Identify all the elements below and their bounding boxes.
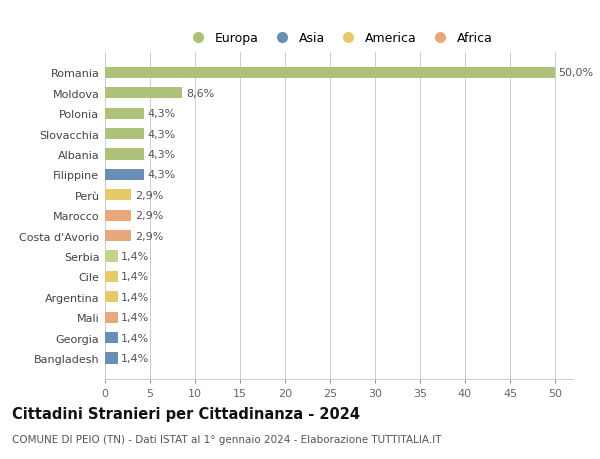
Bar (105, 108, 144, 119)
Bar (105, 88, 182, 99)
Text: 8,6%: 8,6% (186, 89, 214, 99)
Bar (105, 230, 131, 242)
Bar (105, 312, 118, 323)
Text: COMUNE DI PEIO (TN) - Dati ISTAT al 1° gennaio 2024 - Elaborazione TUTTITALIA.IT: COMUNE DI PEIO (TN) - Dati ISTAT al 1° g… (12, 434, 442, 444)
Text: 2,9%: 2,9% (134, 190, 163, 201)
Text: 4,3%: 4,3% (148, 170, 176, 180)
Text: 2,9%: 2,9% (134, 211, 163, 221)
Bar (105, 251, 118, 262)
Bar (105, 169, 144, 180)
Text: 2,9%: 2,9% (134, 231, 163, 241)
Text: 1,4%: 1,4% (121, 292, 149, 302)
Bar (105, 271, 118, 282)
Legend: Europa, Asia, America, Africa: Europa, Asia, America, Africa (182, 30, 496, 48)
Text: 1,4%: 1,4% (121, 333, 149, 343)
Bar (105, 67, 555, 79)
Bar (105, 149, 144, 160)
Bar (105, 210, 131, 221)
Text: 50,0%: 50,0% (559, 68, 594, 78)
Text: 1,4%: 1,4% (121, 353, 149, 363)
Text: 4,3%: 4,3% (148, 109, 176, 119)
Bar (105, 332, 118, 343)
Text: 4,3%: 4,3% (148, 129, 176, 139)
Bar (105, 190, 131, 201)
Text: 1,4%: 1,4% (121, 272, 149, 282)
Bar (105, 291, 118, 303)
Text: Cittadini Stranieri per Cittadinanza - 2024: Cittadini Stranieri per Cittadinanza - 2… (12, 406, 360, 421)
Text: 1,4%: 1,4% (121, 252, 149, 262)
Text: 4,3%: 4,3% (148, 150, 176, 160)
Text: 1,4%: 1,4% (121, 313, 149, 323)
Bar (105, 129, 144, 140)
Bar (105, 353, 118, 364)
